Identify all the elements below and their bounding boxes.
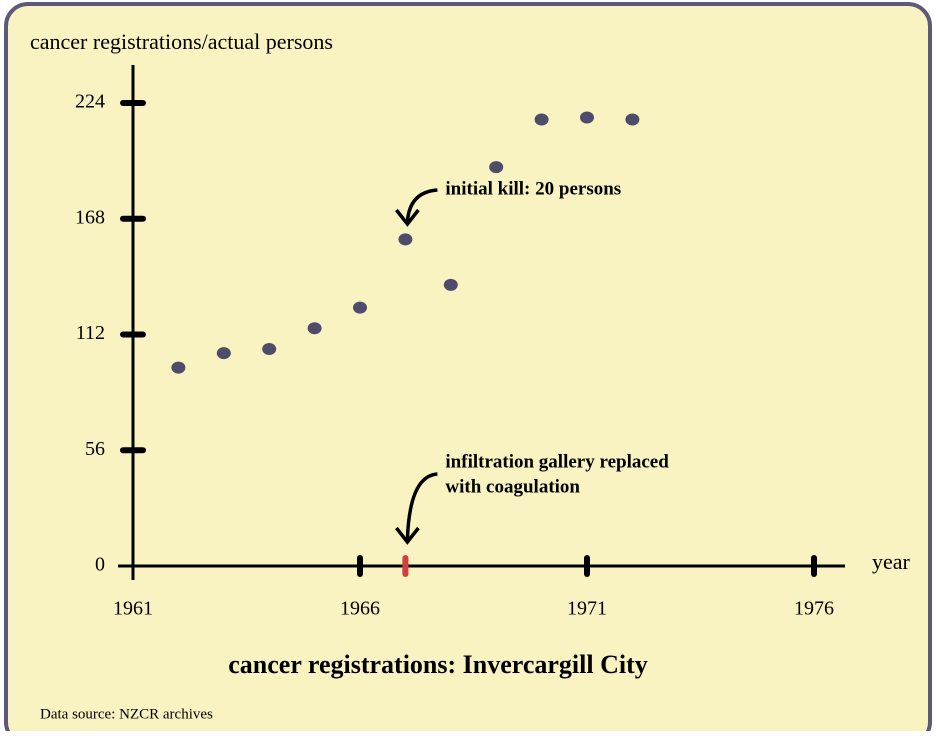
x-tick-label: 1961 [113, 598, 153, 620]
point [398, 233, 413, 246]
y-tick-label: 56 [85, 438, 105, 460]
point [171, 361, 186, 374]
point [489, 161, 504, 174]
chart-title: cancer registrations: Invercargill City [228, 650, 648, 679]
y-axis-label: cancer registrations/actual persons [30, 29, 333, 54]
x-axis-label: year [872, 549, 911, 574]
annotation: initial kill: 20 persons [445, 178, 621, 199]
point [307, 322, 322, 335]
point [534, 113, 549, 126]
point [625, 113, 640, 126]
point [216, 347, 231, 360]
x-tick-label: 1971 [567, 598, 607, 620]
x-tick-label: 1976 [794, 598, 834, 620]
annotation-arrow [395, 472, 438, 545]
x-tick-label: 1966 [340, 598, 380, 620]
y-tick-label: 0 [95, 554, 105, 576]
y-tick-label: 168 [75, 206, 105, 228]
annotation: infiltration gallery replaced [445, 451, 669, 472]
point [262, 342, 277, 355]
annotation-arrow [395, 188, 438, 227]
y-tick-label: 112 [76, 322, 105, 344]
y-tick-label: 224 [75, 91, 105, 113]
point [353, 301, 367, 314]
annotation: with coagulation [445, 476, 580, 497]
point [580, 111, 594, 124]
source: Data source: NZCR archives [40, 706, 213, 722]
panel [4, 2, 932, 736]
point [443, 278, 458, 291]
